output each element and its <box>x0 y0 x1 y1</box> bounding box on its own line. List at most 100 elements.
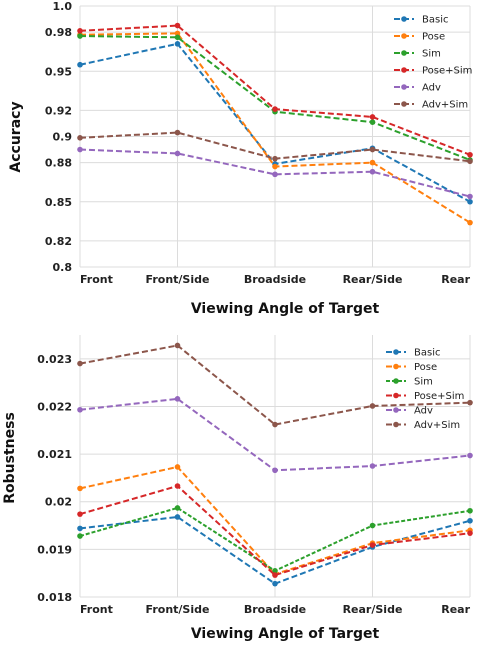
data-point <box>77 511 83 517</box>
y-tick-label: 0.82 <box>45 235 72 248</box>
y-tick-label: 0.02 <box>45 496 72 509</box>
legend-label: Pose <box>414 362 437 373</box>
y-tick-label: 1.0 <box>53 0 73 13</box>
x-tick-label: Rear <box>441 603 470 616</box>
x-axis-label: Viewing Angle of Target <box>191 301 380 317</box>
data-point <box>174 150 181 157</box>
data-point <box>272 155 278 162</box>
x-tick-label: Rear/Side <box>343 603 403 616</box>
data-point <box>467 517 473 524</box>
legend-label: Pose+Sim <box>414 391 464 402</box>
legend-marker <box>393 407 399 413</box>
data-point <box>369 522 376 529</box>
legend-label: Sim <box>422 49 441 60</box>
y-axis-label: Accuracy <box>8 101 24 172</box>
y-tick-label: 0.019 <box>37 543 72 556</box>
data-point <box>77 533 83 539</box>
legend-marker <box>393 392 399 399</box>
data-point <box>467 507 473 514</box>
y-tick-label: 0.88 <box>45 157 72 170</box>
data-point <box>174 396 181 402</box>
y-tick-label: 0.018 <box>37 591 72 604</box>
series-line-adv <box>79 148 471 198</box>
data-point <box>369 542 376 548</box>
x-tick-label: Rear <box>441 273 470 286</box>
legend-marker <box>393 363 399 370</box>
x-tick-label: Front <box>80 273 113 286</box>
data-point <box>272 163 278 170</box>
data-point <box>369 403 376 409</box>
y-tick-label: 0.95 <box>45 65 72 78</box>
legend-label: Pose <box>422 32 445 43</box>
legend: Basic Pose Sim Pose+Sim Adv Adv+Sim <box>386 348 464 431</box>
legend-label: Adv+Sim <box>422 100 468 111</box>
legend-marker <box>393 378 399 384</box>
data-point <box>369 168 376 175</box>
data-point <box>174 342 181 349</box>
legend-label: Adv <box>422 83 441 94</box>
data-point <box>272 106 278 112</box>
x-tick-label: Front/Side <box>146 603 210 616</box>
legend: Basic Pose Sim Pose+Sim Adv Adv+Sim <box>394 15 472 111</box>
legend-label: Basic <box>422 15 448 26</box>
data-point <box>369 146 376 153</box>
legend-label: Sim <box>414 377 433 388</box>
x-tick-label: Rear/Side <box>343 273 403 286</box>
x-tick-label: Front <box>80 603 113 616</box>
y-tick-label: 0.022 <box>37 400 72 413</box>
data-point <box>369 159 376 166</box>
data-point <box>77 135 83 141</box>
data-point <box>467 193 473 200</box>
x-axis-label: Viewing Angle of Target <box>191 626 380 642</box>
y-tick-label: 0.9 <box>53 131 73 144</box>
data-point <box>174 129 181 136</box>
data-point <box>77 406 83 413</box>
data-point <box>77 33 83 39</box>
data-point <box>467 530 473 536</box>
y-tick-label: 0.85 <box>45 196 72 209</box>
legend-marker <box>393 421 399 428</box>
series-line-pose-sim <box>79 484 471 577</box>
data-point <box>77 485 83 492</box>
data-point <box>467 151 473 158</box>
data-point <box>467 219 473 226</box>
series-line-adv-sim <box>79 344 471 426</box>
data-point <box>174 30 181 37</box>
legend-label: Pose+Sim <box>422 66 472 77</box>
data-point <box>467 198 473 205</box>
chart-panel-2: 0.018 0.019 0.02 0.021 0.022 0.023 Front Front/… <box>2 335 473 642</box>
data-point <box>272 568 278 574</box>
data-point <box>77 146 83 153</box>
legend-label: Basic <box>414 348 440 359</box>
data-point <box>467 399 473 406</box>
data-point <box>174 514 181 520</box>
x-tick-label: Front/Side <box>146 273 210 286</box>
legend-label: Adv+Sim <box>414 420 460 431</box>
data-point <box>272 572 278 578</box>
x-tick-label: Broadside <box>244 273 306 286</box>
data-point <box>77 525 83 532</box>
data-point <box>174 464 181 470</box>
data-point <box>174 34 181 41</box>
data-point <box>272 580 278 587</box>
y-tick-label: 0.023 <box>37 353 72 366</box>
data-point <box>369 114 376 120</box>
data-point <box>174 505 181 511</box>
y-tick-label: 0.021 <box>37 448 72 461</box>
data-point <box>272 467 278 474</box>
legend-marker <box>401 84 407 90</box>
data-point <box>174 22 181 29</box>
y-axis-label: Robustness <box>2 412 18 504</box>
x-tick-label: Broadside <box>244 603 306 616</box>
data-point <box>467 158 473 165</box>
data-point <box>77 360 83 367</box>
data-point <box>369 119 376 125</box>
legend-marker <box>401 16 407 22</box>
y-tick-label: 0.92 <box>45 104 72 117</box>
legend-marker <box>393 349 399 355</box>
data-point <box>77 27 83 34</box>
data-point <box>174 483 181 489</box>
y-tick-label: 0.98 <box>45 26 72 39</box>
data-point <box>77 61 83 68</box>
